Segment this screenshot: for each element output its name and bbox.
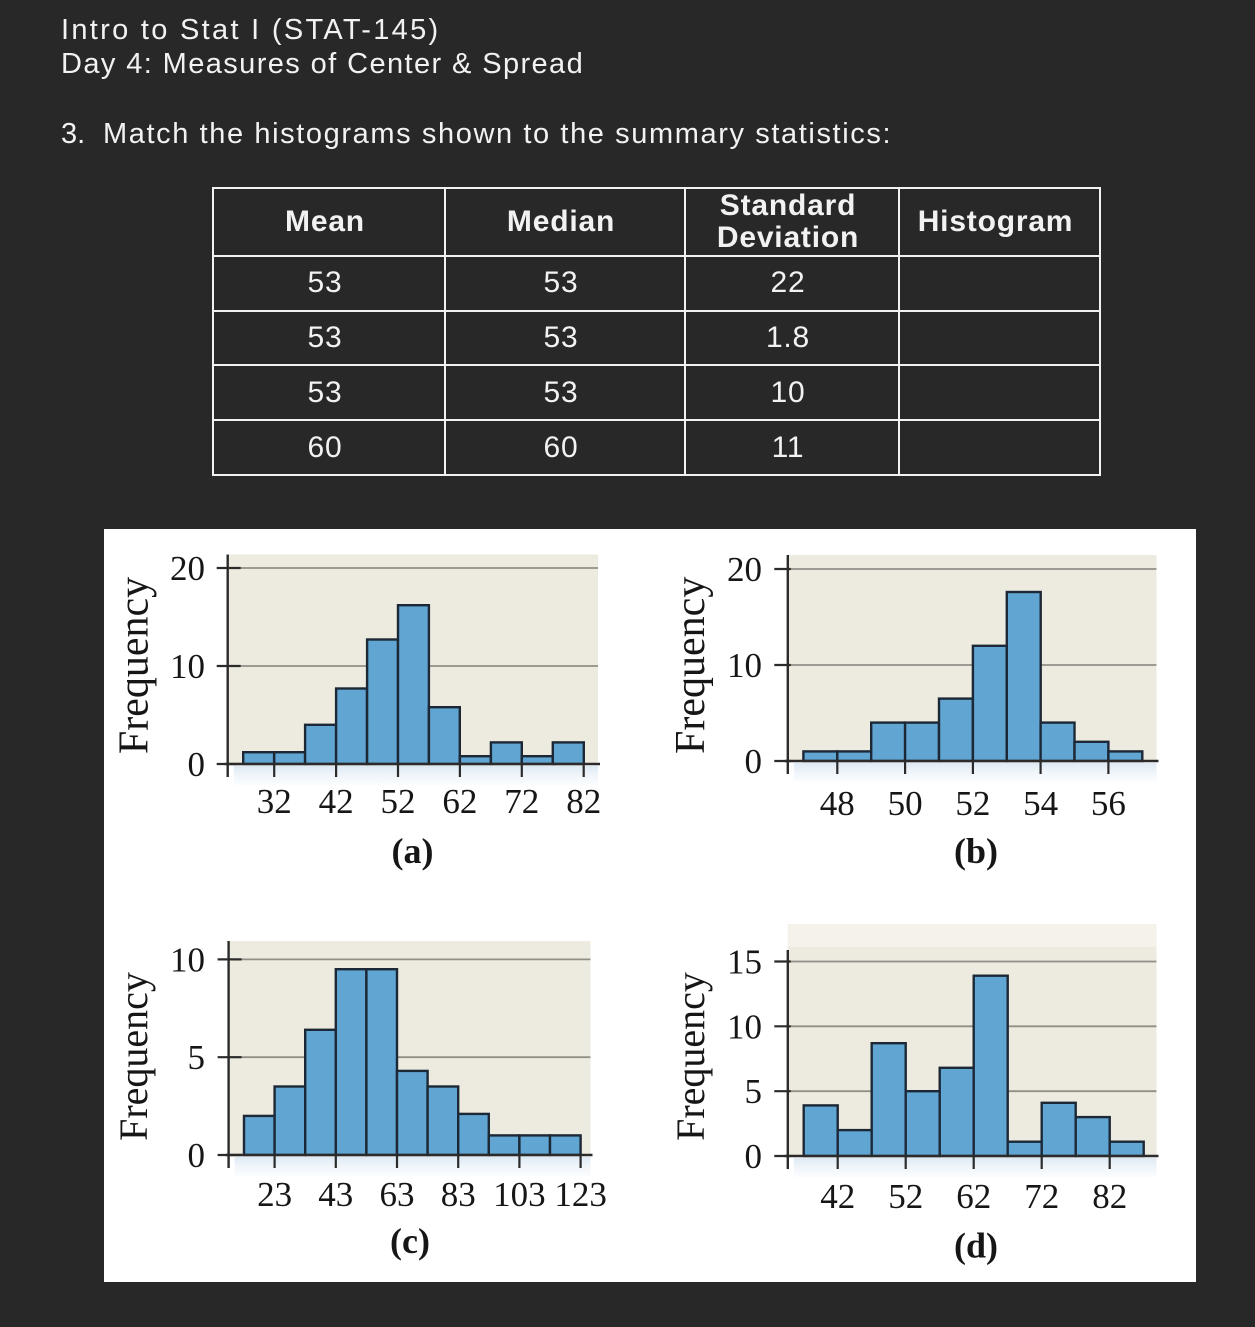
svg-text:(c): (c) (390, 1221, 430, 1261)
svg-text:20: 20 (727, 550, 762, 589)
svg-text:0: 0 (188, 1136, 206, 1175)
svg-text:(b): (b) (954, 831, 998, 871)
svg-text:10: 10 (727, 1007, 762, 1046)
svg-text:(a): (a) (392, 831, 434, 871)
svg-text:82: 82 (566, 782, 601, 821)
svg-text:23: 23 (257, 1175, 292, 1214)
svg-text:82: 82 (1092, 1177, 1127, 1216)
svg-text:52: 52 (955, 784, 990, 823)
svg-text:Frequency: Frequency (112, 577, 158, 754)
svg-text:(d): (d) (954, 1226, 998, 1266)
svg-text:Frequency: Frequency (668, 972, 713, 1141)
svg-text:103: 103 (493, 1175, 546, 1214)
svg-text:62: 62 (956, 1177, 991, 1216)
svg-text:72: 72 (504, 782, 539, 821)
svg-text:Frequency: Frequency (668, 577, 714, 754)
svg-text:56: 56 (1091, 784, 1126, 823)
svg-text:5: 5 (188, 1038, 206, 1077)
svg-text:10: 10 (170, 940, 205, 979)
svg-text:Frequency: Frequency (111, 972, 156, 1141)
svg-text:72: 72 (1024, 1177, 1059, 1216)
svg-text:62: 62 (442, 782, 477, 821)
svg-text:54: 54 (1023, 784, 1058, 823)
svg-text:15: 15 (727, 943, 762, 982)
svg-text:52: 52 (888, 1177, 923, 1216)
svg-text:0: 0 (745, 1137, 763, 1176)
svg-text:32: 32 (257, 782, 292, 821)
svg-text:43: 43 (318, 1175, 353, 1214)
svg-text:50: 50 (888, 784, 923, 823)
svg-text:52: 52 (381, 782, 416, 821)
svg-text:83: 83 (441, 1175, 476, 1214)
svg-text:0: 0 (188, 745, 206, 784)
svg-text:10: 10 (170, 647, 205, 686)
svg-text:10: 10 (727, 646, 762, 685)
svg-text:63: 63 (380, 1175, 415, 1214)
svg-text:20: 20 (170, 549, 205, 588)
svg-text:0: 0 (745, 742, 763, 781)
svg-text:123: 123 (554, 1175, 607, 1214)
svg-text:5: 5 (745, 1072, 763, 1111)
svg-text:42: 42 (319, 782, 354, 821)
svg-text:42: 42 (820, 1177, 855, 1216)
svg-text:48: 48 (820, 784, 855, 823)
